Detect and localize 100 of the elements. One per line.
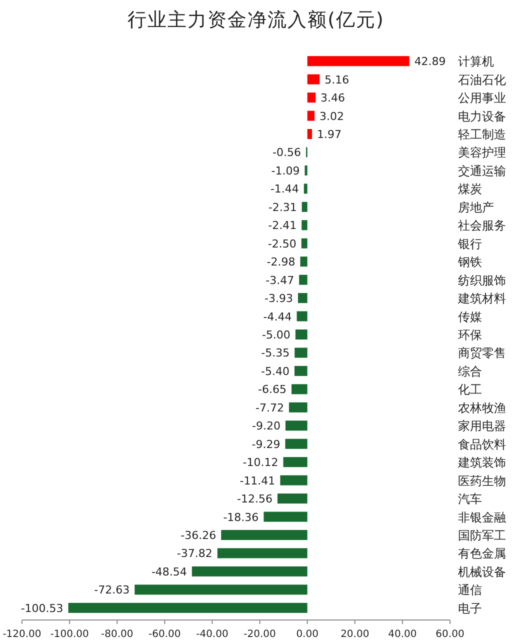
y-tick-label: 环保: [458, 328, 482, 342]
bar: [192, 566, 308, 576]
bar: [300, 256, 308, 267]
x-tick-label: -60.00: [148, 629, 181, 640]
bar: [295, 329, 308, 340]
y-tick-label: 轻工制造: [458, 128, 506, 142]
data-label: -11.41: [240, 474, 276, 488]
x-tick-label: -100.00: [50, 629, 89, 640]
y-tick-label: 建筑材料: [457, 292, 506, 306]
data-label: -5.00: [262, 328, 290, 342]
bar: [298, 293, 308, 304]
bar: [277, 494, 308, 504]
bar: [307, 74, 320, 84]
data-label: -10.12: [242, 456, 278, 470]
y-tick-label: 石油石化: [458, 72, 506, 87]
x-tick-label: 0.00: [296, 629, 318, 640]
y-tick-label: 食品饮料: [458, 437, 506, 452]
bar: [264, 512, 308, 522]
y-tick-label: 综合: [458, 364, 482, 378]
bar: [217, 548, 308, 558]
y-tick-label: 通信: [458, 583, 482, 598]
y-tick-label: 家用电器: [458, 419, 506, 434]
y-tick-label: 社会服务: [458, 218, 506, 233]
data-label: 42.89: [414, 55, 446, 68]
y-tick-label: 传媒: [458, 310, 482, 324]
bar: [292, 384, 308, 394]
y-tick-label: 计算机: [458, 54, 494, 69]
data-label: -2.98: [266, 256, 296, 269]
y-tick-label: 农林牧渔: [458, 400, 506, 415]
x-tick-label: -80.00: [100, 629, 134, 640]
y-tick-label: 非银金融: [458, 510, 506, 524]
y-tick-label: 医药生物: [458, 474, 506, 488]
data-label: -2.31: [268, 200, 297, 214]
y-tick-label: 钢铁: [457, 255, 482, 270]
data-label: -6.65: [258, 383, 287, 396]
data-label: -12.56: [237, 492, 272, 506]
data-label: 3.46: [320, 92, 346, 105]
y-tick-label: 煤炭: [458, 182, 482, 196]
bar: [302, 220, 308, 230]
bar: [283, 457, 308, 468]
data-label: -100.53: [20, 602, 64, 615]
bar: [285, 420, 308, 431]
x-tick-label: 40.00: [388, 629, 417, 640]
y-tick-label: 房地产: [458, 200, 494, 214]
x-tick-label: -120.00: [2, 629, 42, 640]
data-label: -72.63: [94, 584, 130, 597]
bar: [68, 602, 308, 613]
y-tick-label: 建筑装饰: [457, 456, 506, 470]
y-tick-label: 商贸零售: [458, 346, 506, 360]
bar: [307, 56, 410, 66]
y-tick-label: 公用事业: [458, 91, 506, 106]
data-label: -9.20: [252, 420, 280, 433]
data-label: -37.82: [176, 547, 212, 560]
y-tick-label: 化工: [458, 382, 482, 397]
y-tick-label: 汽车: [458, 492, 482, 506]
y-tick-label: 美容护理: [458, 146, 506, 160]
bar: [307, 129, 312, 140]
x-tick-label: -40.00: [196, 629, 228, 640]
bar: [302, 202, 308, 212]
bar: [285, 438, 308, 449]
data-label: -5.40: [261, 364, 290, 378]
data-label: -0.56: [272, 146, 301, 160]
y-tick-label: 银行: [457, 236, 482, 251]
data-label: 3.02: [320, 110, 344, 123]
data-label: -1.09: [271, 164, 300, 178]
y-tick-label: 电子: [458, 601, 482, 616]
bar: [299, 274, 308, 285]
bar: [280, 475, 308, 486]
x-tick-label: 60.00: [436, 629, 464, 640]
bar: [307, 110, 315, 121]
bar: [134, 584, 308, 595]
y-tick-label: 纺织服饰: [458, 273, 506, 288]
data-label: 5.16: [324, 73, 350, 86]
data-label: -18.36: [223, 510, 259, 524]
y-tick-label: 电力设备: [458, 109, 506, 124]
data-label: -4.44: [263, 310, 292, 324]
bar: [304, 184, 308, 194]
data-label: -36.26: [180, 528, 216, 542]
x-tick-label: -20.00: [244, 629, 276, 640]
data-label: -7.72: [256, 401, 284, 414]
chart-title: 行业主力资金净流入额(亿元): [128, 9, 384, 31]
bar: [301, 238, 308, 248]
data-label: -3.47: [266, 274, 294, 287]
data-label: -1.44: [270, 182, 299, 196]
bar: [307, 92, 316, 103]
data-label: -5.35: [261, 346, 290, 360]
data-label: -9.29: [252, 438, 280, 451]
y-tick-label: 国防军工: [458, 528, 506, 542]
data-label: -3.93: [264, 292, 293, 306]
bar: [304, 165, 308, 176]
bar: [221, 530, 308, 540]
data-label: -2.50: [268, 237, 296, 250]
y-tick-label: 有色金属: [458, 546, 506, 561]
bar: [294, 366, 308, 376]
data-label: -2.41: [268, 219, 297, 232]
bar: [294, 348, 308, 358]
data-label: -48.54: [151, 565, 187, 578]
data-label: 1.97: [317, 128, 342, 142]
y-tick-label: 机械设备: [458, 564, 506, 579]
y-tick-label: 交通运输: [458, 164, 506, 178]
